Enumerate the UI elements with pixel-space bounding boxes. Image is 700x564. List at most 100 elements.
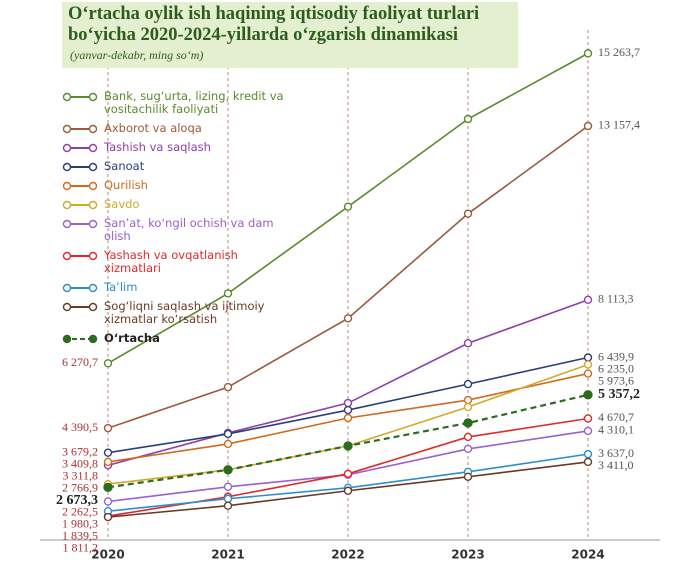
value-label: 4 670,7 [598, 410, 634, 424]
legend-marker [62, 200, 72, 210]
legend-marker [62, 181, 72, 191]
value-label: 15 263,7 [598, 45, 640, 59]
series-line [107, 363, 589, 485]
value-label: 6 439,9 [598, 349, 634, 363]
point [463, 339, 473, 348]
value-label: 13 157,4 [598, 118, 640, 132]
value-label: 6 235,0 [598, 361, 634, 375]
point [223, 439, 233, 449]
legend-label: Bank, sug‘urta, lizing, kredit va vosita… [104, 89, 284, 116]
point [103, 512, 113, 522]
point [103, 423, 113, 433]
legend-marker [62, 283, 72, 293]
legend-marker [88, 251, 98, 261]
value-label: 2 766,9 [62, 480, 98, 494]
legend-label: Yashash va ovqatlanish xizmatlari [104, 248, 238, 275]
legend-label: Axborot va aloqa [104, 121, 202, 135]
value-label: 5 357,2 [598, 387, 640, 402]
legend-marker [62, 302, 72, 312]
legend-swatch [62, 143, 98, 153]
x-tick-label: 2024 [571, 548, 604, 562]
point [463, 402, 473, 412]
chart-subtitle: (yanvar-dekabr, ming so‘m) [70, 48, 204, 62]
value-label: 6 270,7 [62, 355, 98, 369]
x-tick-label: 2020 [91, 548, 124, 562]
point [583, 457, 593, 467]
legend-marker [62, 251, 72, 261]
legend-marker [88, 334, 98, 344]
legend-item: Savdo [62, 198, 302, 211]
legend-marker [88, 181, 98, 191]
point [343, 413, 353, 423]
value-label: 5 973,6 [598, 373, 634, 387]
point [223, 501, 233, 510]
point [583, 414, 593, 423]
value-label: 3 679,2 [62, 444, 98, 458]
point [223, 482, 233, 491]
legend-marker [88, 219, 98, 229]
legend-label: Savdo [104, 197, 140, 211]
legend-label: Sanoat [104, 159, 145, 173]
point [583, 360, 593, 369]
legend-swatch [62, 124, 98, 134]
value-label: 1 839,5 [62, 528, 98, 542]
legend-swatch [62, 200, 98, 210]
point [343, 202, 353, 211]
legend-item: Ta’lim [62, 281, 302, 294]
legend-swatch [62, 181, 98, 191]
value-label: 3 637,0 [598, 446, 634, 460]
legend-label: Sog‘liqni saqlash va ijtimoiy xizmatlar … [104, 299, 265, 326]
point [583, 295, 593, 305]
x-tick-label: 2022 [331, 548, 364, 562]
point [583, 49, 593, 58]
legend-marker [62, 334, 72, 344]
legend-marker [88, 200, 98, 210]
legend-swatch [62, 251, 98, 261]
legend-label: Ta’lim [104, 280, 138, 294]
point [463, 209, 473, 218]
point [463, 418, 473, 428]
legend-marker [62, 124, 72, 134]
value-label: 4 390,5 [62, 420, 98, 434]
legend-swatch [62, 219, 98, 229]
point [343, 486, 353, 495]
title-box [62, 2, 518, 68]
legend-item: Sanoat [62, 160, 302, 173]
point [103, 482, 113, 493]
legend-marker [88, 162, 98, 172]
legend-swatch [62, 302, 98, 312]
legend-label: San’at, ko‘ngil ochish va dam olish [104, 216, 274, 243]
point [103, 359, 113, 368]
point [583, 121, 593, 131]
legend-marker [88, 143, 98, 153]
legend-label: O‘rtacha [104, 331, 160, 345]
point [463, 444, 473, 454]
value-label: 3 409,8 [62, 456, 98, 470]
legend-marker [88, 124, 98, 134]
value-label: 2 262,5 [62, 504, 98, 518]
value-label: 1 811,2 [62, 540, 98, 554]
point [343, 405, 353, 415]
x-tick-label: 2021 [211, 548, 244, 562]
legend-label: Qurilish [104, 178, 148, 192]
legend-marker [62, 92, 72, 102]
chart-title: O‘rtacha oylik ish haqining iqtisodiy fa… [68, 4, 480, 45]
point [223, 382, 233, 392]
legend-marker [88, 283, 98, 293]
legend-item: Sog‘liqni saqlash va ijtimoiy xizmatlar … [62, 300, 302, 326]
legend-swatch [62, 92, 98, 102]
point [583, 353, 593, 362]
legend-item: O‘rtacha [62, 332, 302, 345]
point [103, 457, 113, 467]
point [223, 289, 233, 298]
legend-item: San’at, ko‘ngil ochish va dam olish [62, 217, 302, 243]
point [343, 314, 353, 323]
x-tick-label: 2023 [451, 548, 484, 562]
legend-marker [88, 92, 98, 102]
legend-item: Qurilish [62, 179, 302, 192]
legend-marker [62, 162, 72, 172]
legend: Bank, sug‘urta, lizing, kredit va vosita… [62, 90, 302, 351]
legend-swatch [62, 334, 98, 344]
point [223, 429, 233, 439]
